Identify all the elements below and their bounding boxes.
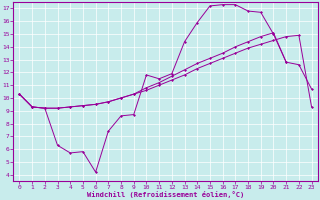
X-axis label: Windchill (Refroidissement éolien,°C): Windchill (Refroidissement éolien,°C)	[87, 191, 244, 198]
